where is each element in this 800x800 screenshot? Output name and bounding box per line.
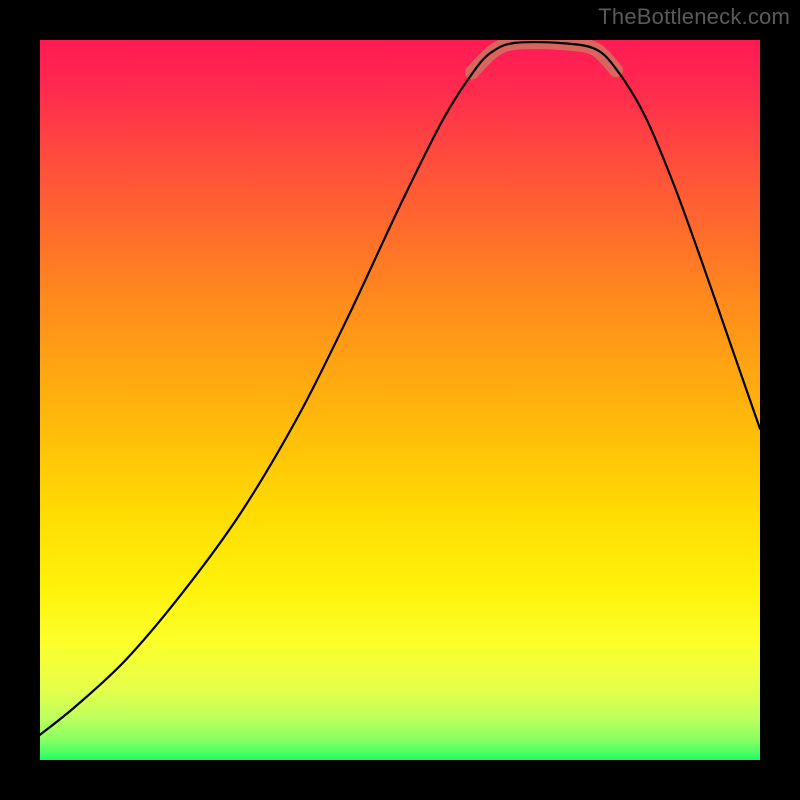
watermark-text: TheBottleneck.com xyxy=(598,4,790,30)
plot-area xyxy=(40,40,760,760)
gradient-background xyxy=(40,40,760,760)
chart-frame: TheBottleneck.com xyxy=(0,0,800,800)
gradient-line-chart xyxy=(40,40,760,760)
